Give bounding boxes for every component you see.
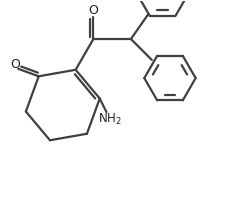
Text: NH$_2$: NH$_2$ [97, 111, 121, 127]
Text: O: O [89, 4, 98, 17]
Text: O: O [10, 58, 20, 71]
